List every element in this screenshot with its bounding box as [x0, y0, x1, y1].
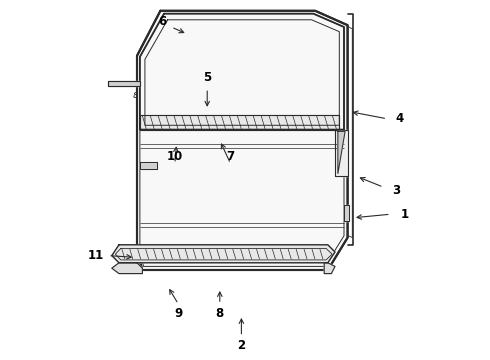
Text: ε: ε: [133, 90, 138, 100]
Text: 6: 6: [158, 15, 166, 28]
Polygon shape: [140, 162, 157, 169]
Text: 4: 4: [396, 112, 404, 125]
Text: 2: 2: [237, 339, 245, 352]
Text: 5: 5: [203, 71, 211, 84]
Text: 8: 8: [216, 307, 224, 320]
Text: 3: 3: [392, 184, 400, 197]
Text: 11: 11: [88, 249, 104, 262]
Polygon shape: [137, 11, 347, 270]
Polygon shape: [112, 245, 335, 263]
Polygon shape: [338, 131, 345, 174]
Text: 9: 9: [174, 307, 182, 320]
Polygon shape: [108, 81, 140, 86]
Polygon shape: [140, 115, 339, 130]
Polygon shape: [344, 205, 349, 221]
Polygon shape: [112, 263, 143, 274]
Text: 7: 7: [226, 150, 235, 163]
Polygon shape: [324, 263, 335, 274]
Polygon shape: [335, 130, 347, 176]
Text: 10: 10: [167, 150, 183, 163]
Text: 1: 1: [401, 208, 409, 221]
